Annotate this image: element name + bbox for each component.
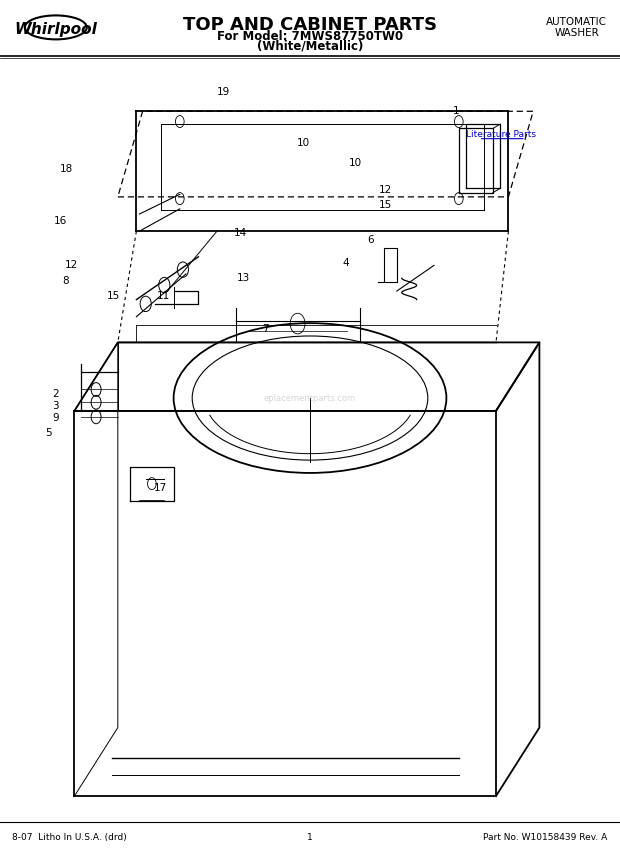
Text: 1: 1: [453, 106, 459, 116]
Text: AUTOMATIC
WASHER: AUTOMATIC WASHER: [546, 16, 607, 39]
Text: 17: 17: [153, 483, 167, 493]
Text: 3: 3: [53, 401, 59, 411]
Text: For Model: 7MWS87750TW0: For Model: 7MWS87750TW0: [217, 30, 403, 44]
Text: (White/Metallic): (White/Metallic): [257, 39, 363, 53]
Text: Part No. W10158439 Rev. A: Part No. W10158439 Rev. A: [484, 833, 608, 841]
Text: 5: 5: [45, 428, 51, 438]
Text: Literature Parts: Literature Parts: [466, 130, 536, 139]
Text: Whirlpool: Whirlpool: [14, 21, 97, 37]
Text: 8-07  Litho In U.S.A. (drd): 8-07 Litho In U.S.A. (drd): [12, 833, 127, 841]
Text: 8: 8: [62, 276, 68, 286]
Text: 1: 1: [307, 833, 313, 841]
Text: 15: 15: [107, 291, 120, 301]
Text: 13: 13: [236, 273, 250, 283]
Text: 10: 10: [348, 158, 362, 169]
Text: 7: 7: [262, 324, 268, 334]
Text: TOP AND CABINET PARTS: TOP AND CABINET PARTS: [183, 15, 437, 34]
Text: 18: 18: [60, 164, 73, 175]
Text: 14: 14: [234, 228, 247, 238]
Text: 6: 6: [368, 235, 374, 245]
Text: 4: 4: [343, 258, 349, 268]
Text: 16: 16: [54, 216, 68, 226]
Text: 2: 2: [53, 389, 59, 399]
Text: 19: 19: [216, 86, 230, 97]
Text: 11: 11: [156, 291, 170, 301]
Text: 15: 15: [379, 200, 392, 211]
Text: 12: 12: [64, 260, 78, 270]
Text: 10: 10: [297, 138, 311, 148]
Text: 12: 12: [379, 185, 392, 195]
Text: eplacementparts.com: eplacementparts.com: [264, 394, 356, 402]
Text: 9: 9: [53, 413, 59, 423]
